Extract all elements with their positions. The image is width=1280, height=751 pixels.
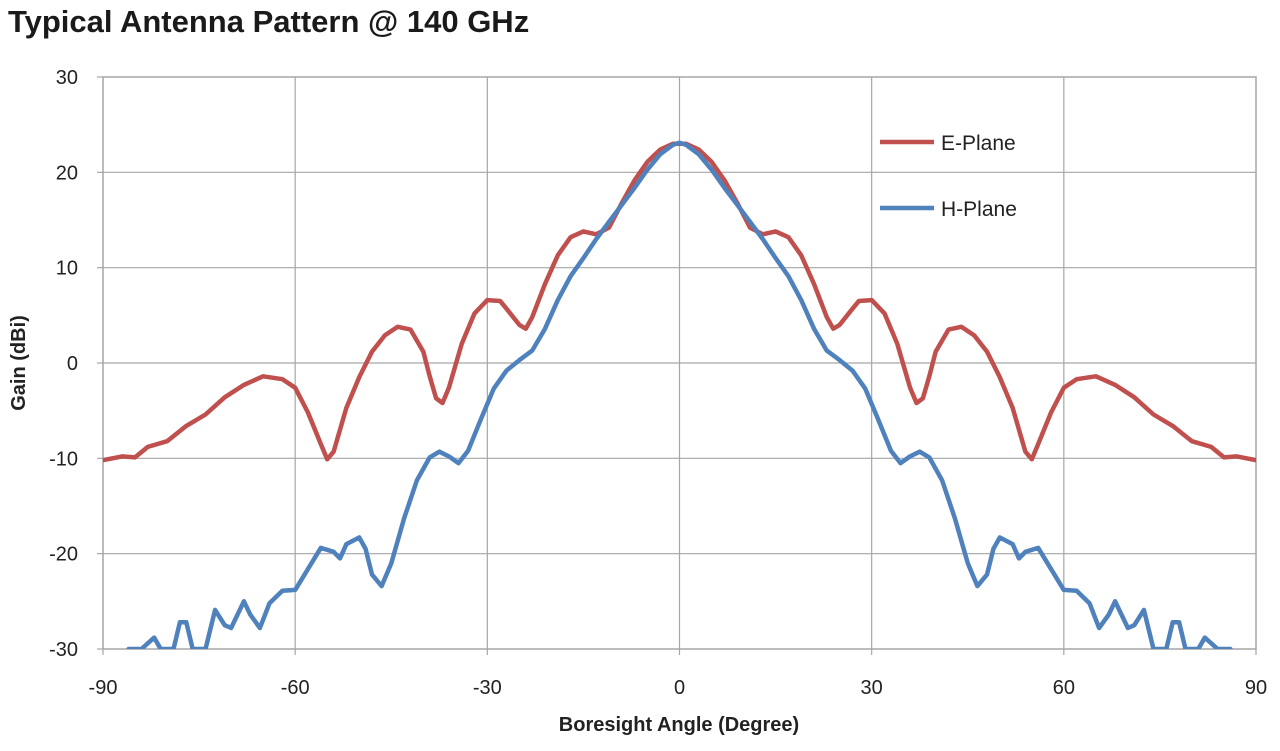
x-tick-label: -90	[89, 677, 118, 699]
y-tick-label: 0	[67, 353, 78, 375]
chart-title: Typical Antenna Pattern @ 140 GHz	[8, 4, 530, 39]
y-axis: -30 -20 -10 0 10 20 30	[49, 67, 103, 661]
y-tick-label: 20	[56, 162, 78, 184]
x-tick-label: -30	[473, 677, 502, 699]
x-tick-label: 90	[1245, 677, 1267, 699]
series-line-h-plane	[126, 140, 1233, 649]
y-tick-label: -30	[49, 639, 78, 661]
x-tick-label: 0	[674, 677, 685, 699]
x-tick-label: -60	[281, 677, 310, 699]
legend-label-e-plane: E-Plane	[941, 132, 1016, 155]
y-tick-label: 10	[56, 258, 78, 280]
y-tick-label: -20	[49, 544, 78, 566]
grid-lines	[103, 77, 1256, 649]
y-tick-label: -10	[49, 448, 78, 470]
y-axis-title: Gain (dBi)	[8, 315, 30, 411]
x-tick-label: 30	[861, 677, 883, 699]
x-axis: -90 -60 -30 0 30 60 90	[89, 649, 1267, 699]
x-axis-title: Boresight Angle (Degree)	[559, 714, 799, 736]
y-tick-label: 30	[56, 67, 78, 89]
x-tick-label: 60	[1053, 677, 1075, 699]
legend-label-h-plane: H-Plane	[941, 198, 1017, 221]
legend: E-Plane H-Plane	[880, 132, 1017, 221]
series-layer	[103, 140, 1256, 649]
